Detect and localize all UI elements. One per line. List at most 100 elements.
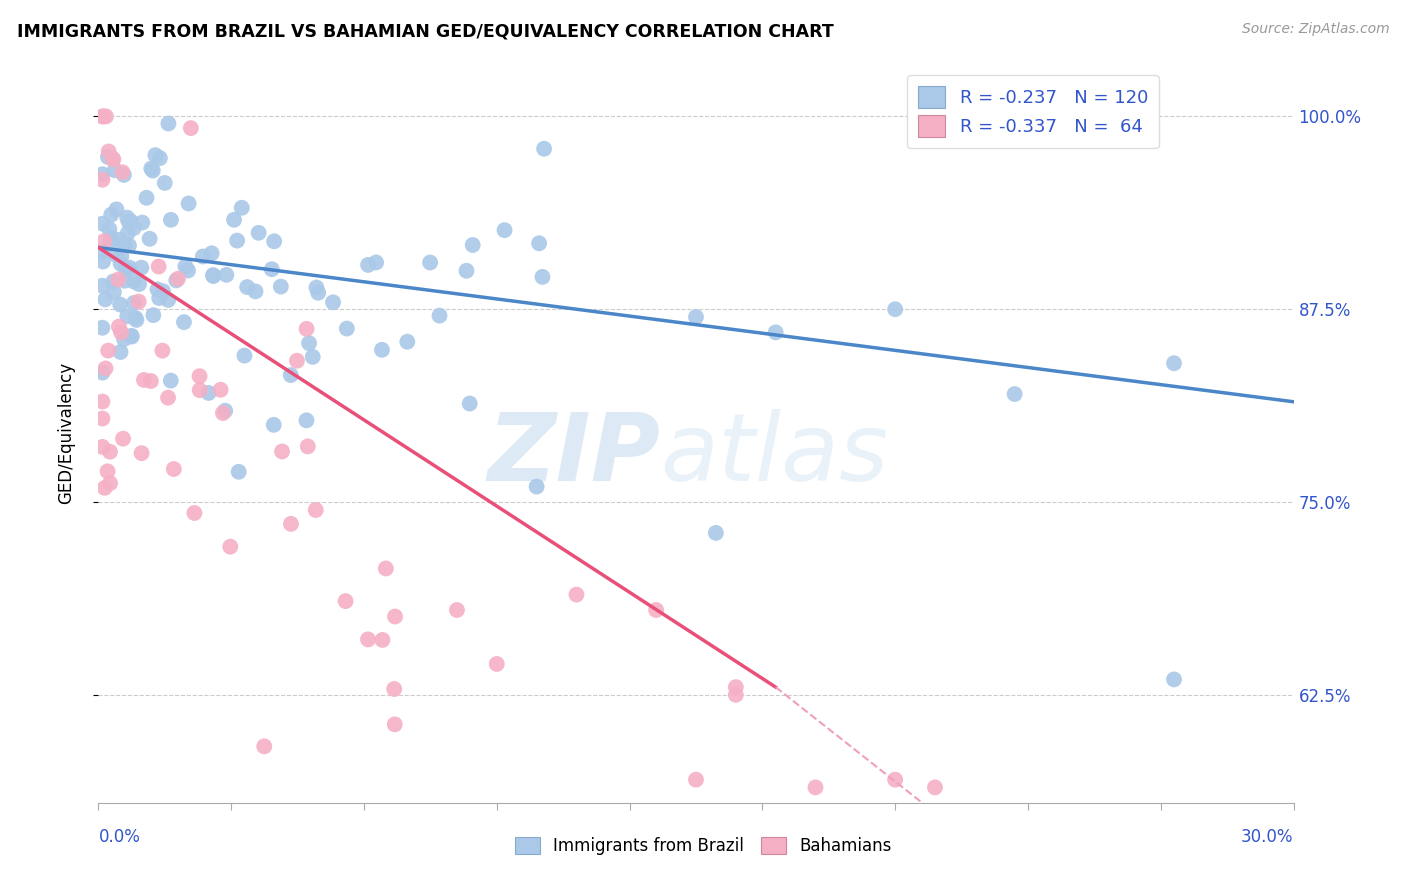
Point	[148, 260, 170, 274]
Y-axis label: GED/Equivalency: GED/Equivalency	[56, 361, 75, 504]
Point	[97, 145, 120, 159]
Point	[174, 260, 197, 274]
Point	[180, 121, 202, 136]
Point	[145, 148, 167, 162]
Point	[724, 688, 747, 702]
Point	[884, 772, 907, 787]
Point	[157, 293, 180, 307]
Text: Source: ZipAtlas.com: Source: ZipAtlas.com	[1241, 22, 1389, 37]
Point	[91, 172, 114, 186]
Point	[91, 440, 114, 454]
Point	[247, 226, 270, 240]
Point	[91, 244, 114, 259]
Point	[924, 780, 946, 795]
Point	[135, 191, 157, 205]
Point	[183, 506, 205, 520]
Point	[295, 322, 318, 336]
Point	[114, 274, 136, 288]
Point	[201, 246, 224, 260]
Point	[105, 248, 128, 262]
Point	[884, 302, 907, 317]
Point	[131, 260, 153, 275]
Point	[371, 343, 394, 357]
Point	[461, 238, 484, 252]
Point	[139, 374, 162, 388]
Point	[94, 293, 117, 307]
Point	[117, 214, 139, 228]
Point	[128, 277, 150, 291]
Point	[429, 309, 451, 323]
Point	[236, 280, 259, 294]
Point	[1004, 387, 1026, 401]
Point	[384, 609, 406, 624]
Point	[335, 594, 357, 608]
Point	[222, 212, 245, 227]
Point	[307, 285, 329, 300]
Point	[301, 350, 323, 364]
Point	[371, 632, 394, 647]
Point	[138, 232, 160, 246]
Point	[1163, 673, 1185, 687]
Point	[285, 353, 308, 368]
Point	[384, 717, 406, 731]
Point	[526, 480, 548, 494]
Point	[228, 465, 250, 479]
Text: ZIP: ZIP	[488, 409, 661, 500]
Point	[125, 313, 148, 327]
Point	[121, 329, 143, 343]
Point	[94, 361, 117, 376]
Point	[118, 238, 141, 252]
Point	[645, 603, 668, 617]
Point	[458, 396, 481, 410]
Point	[233, 349, 256, 363]
Text: IMMIGRANTS FROM BRAZIL VS BAHAMIAN GED/EQUIVALENCY CORRELATION CHART: IMMIGRANTS FROM BRAZIL VS BAHAMIAN GED/E…	[17, 22, 834, 40]
Point	[153, 176, 176, 190]
Point	[142, 163, 165, 178]
Point	[280, 516, 302, 531]
Legend: R = -0.237   N = 120, R = -0.337   N =  64: R = -0.237 N = 120, R = -0.337 N = 64	[907, 75, 1159, 148]
Point	[165, 273, 187, 287]
Point	[298, 336, 321, 351]
Point	[93, 481, 115, 495]
Point	[91, 394, 114, 409]
Point	[103, 275, 125, 289]
Point	[120, 214, 142, 228]
Point	[533, 142, 555, 156]
Point	[131, 446, 153, 460]
Point	[280, 368, 302, 382]
Point	[108, 233, 131, 247]
Point	[704, 525, 727, 540]
Point	[295, 413, 318, 427]
Point	[419, 255, 441, 269]
Point	[163, 462, 186, 476]
Point	[245, 285, 267, 299]
Point	[305, 503, 328, 517]
Point	[231, 201, 253, 215]
Point	[117, 226, 139, 240]
Point	[724, 680, 747, 694]
Point	[104, 163, 127, 178]
Point	[110, 249, 132, 263]
Point	[97, 464, 120, 478]
Point	[188, 369, 211, 384]
Point	[122, 221, 145, 235]
Point	[157, 391, 180, 405]
Point	[765, 326, 787, 340]
Point	[100, 208, 122, 222]
Point	[160, 212, 183, 227]
Point	[108, 319, 131, 334]
Point	[117, 310, 139, 324]
Point	[91, 254, 114, 268]
Point	[91, 167, 114, 181]
Point	[456, 264, 478, 278]
Point	[374, 561, 396, 575]
Point	[128, 294, 150, 309]
Point	[219, 540, 242, 554]
Text: 0.0%: 0.0%	[98, 828, 141, 846]
Point	[98, 476, 121, 491]
Text: 30.0%: 30.0%	[1241, 828, 1294, 846]
Point	[101, 152, 124, 166]
Point	[110, 345, 132, 359]
Point	[177, 263, 200, 277]
Point	[152, 284, 174, 298]
